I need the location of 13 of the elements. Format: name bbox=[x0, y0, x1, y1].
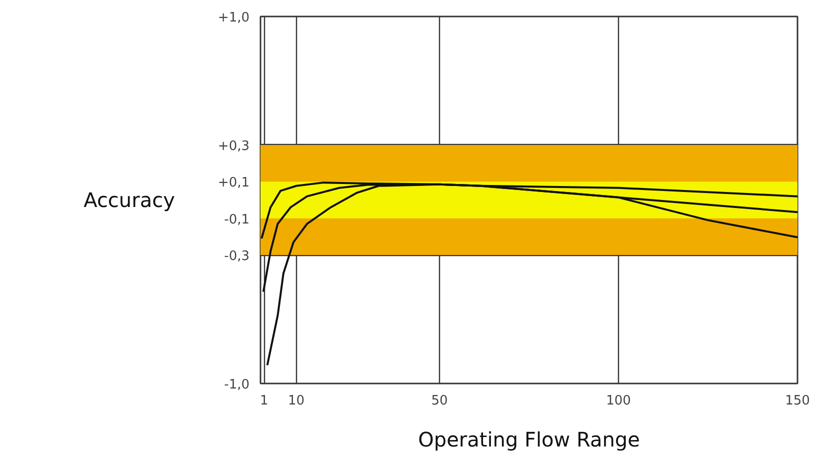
y-tick-label: +0,1 bbox=[218, 176, 250, 191]
y-tick-label: -0,1 bbox=[224, 212, 250, 228]
y-tick-label: -1,0 bbox=[224, 378, 250, 392]
x-tick-label: 50 bbox=[431, 394, 448, 408]
x-tick-label: 150 bbox=[785, 394, 810, 408]
x-axis-title: Operating Flow Range bbox=[418, 428, 640, 452]
y-tick-label: -0,3 bbox=[224, 249, 250, 264]
y-tick-label: +1,0 bbox=[218, 10, 250, 26]
x-tick-label: 1 bbox=[260, 394, 268, 408]
y-axis-title: Accuracy bbox=[84, 188, 176, 212]
x-tick-label: 100 bbox=[606, 394, 631, 408]
x-tick-label: 10 bbox=[288, 394, 305, 408]
y-tick-label: +0,3 bbox=[218, 138, 250, 154]
